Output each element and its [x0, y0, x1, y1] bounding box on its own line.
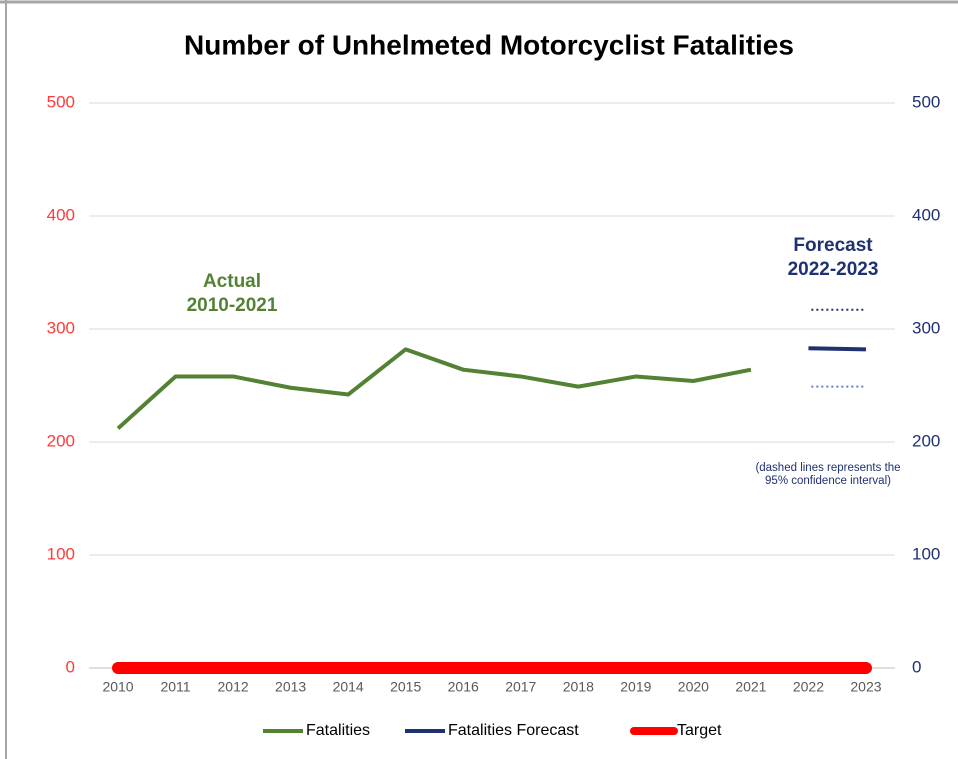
y2-tick-label: 100	[912, 544, 940, 563]
x-tick-label: 2019	[620, 679, 651, 695]
series-line	[116, 347, 752, 430]
y-tick-label: 0	[66, 657, 75, 676]
annotation-note: 95% confidence interval)	[765, 475, 891, 487]
annotation-actual: 2010-2021	[187, 295, 278, 316]
x-tick-label: 2018	[563, 679, 594, 695]
y2-tick-label: 300	[912, 318, 940, 337]
annotation-note: (dashed lines represents the	[755, 462, 900, 474]
x-tick-label: 2022	[793, 679, 824, 695]
y2-tick-label: 200	[912, 431, 940, 450]
annotation-actual: Actual	[203, 271, 261, 292]
x-tick-label: 2021	[735, 679, 766, 695]
legend-label: Fatalities Forecast	[448, 722, 579, 739]
x-tick-label: 2016	[448, 679, 479, 695]
y2-tick-label: 0	[912, 657, 921, 676]
x-tick-label: 2017	[505, 679, 536, 695]
chart-title: Number of Unhelmeted Motorcyclist Fatali…	[184, 29, 794, 60]
x-tick-label: 2011	[160, 679, 190, 695]
x-tick-label: 2012	[218, 679, 249, 695]
x-tick-label: 2010	[102, 679, 133, 695]
legend-label: Fatalities	[306, 722, 370, 739]
y2-tick-label: 400	[912, 205, 940, 224]
annotation-forecast: Forecast	[793, 235, 873, 256]
y-tick-label: 500	[47, 92, 75, 111]
legend-label: Target	[677, 722, 722, 739]
x-tick-label: 2015	[390, 679, 421, 695]
y-tick-label: 100	[47, 544, 75, 563]
x-tick-label: 2020	[678, 679, 709, 695]
series-line	[808, 346, 867, 352]
y-tick-label: 400	[47, 205, 75, 224]
x-tick-label: 2014	[333, 679, 364, 695]
y2-tick-label: 500	[912, 92, 940, 111]
y-tick-label: 200	[47, 431, 75, 450]
y-tick-label: 300	[47, 318, 75, 337]
x-tick-label: 2013	[275, 679, 306, 695]
x-tick-label: 2023	[850, 679, 881, 695]
annotation-forecast: 2022-2023	[788, 259, 879, 280]
